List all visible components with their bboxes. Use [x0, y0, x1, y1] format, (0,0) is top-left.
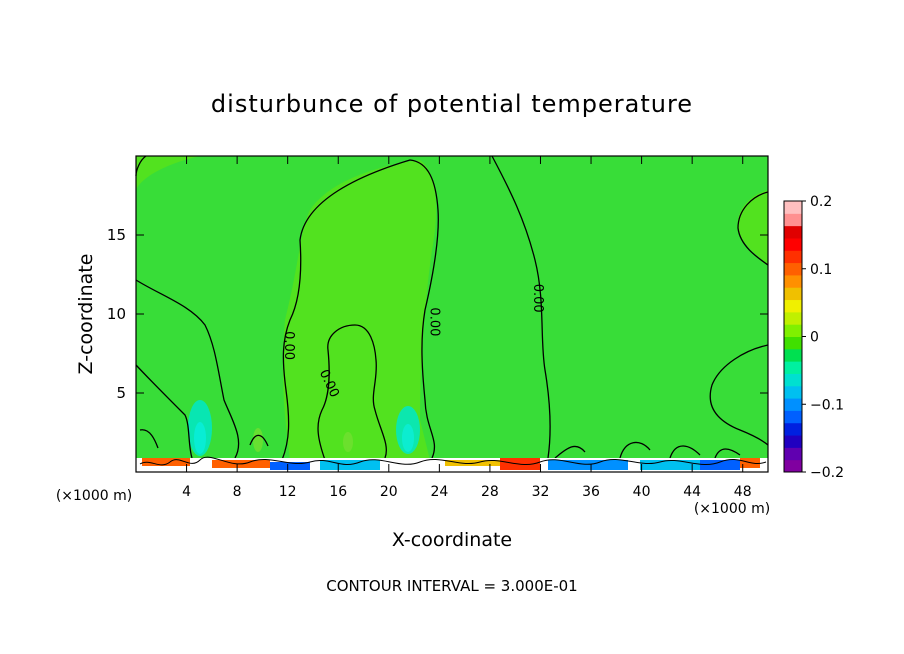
contour-lines	[135, 155, 769, 461]
contour-line-5	[317, 324, 387, 461]
x-tick-label: 36	[582, 484, 600, 500]
colorbar-cell	[784, 311, 802, 325]
x-tick-label: 48	[734, 484, 752, 500]
positive-region-left	[136, 156, 200, 190]
colorbar-cell	[784, 385, 802, 399]
colorbar-tick-label: −0.2	[810, 465, 844, 481]
x-tick-label: 8	[233, 484, 242, 500]
colorbar-tick-label: 0.1	[810, 262, 832, 278]
boundary-layer	[136, 456, 768, 472]
y-tick-label: 5	[116, 384, 126, 402]
boundary-contours	[139, 456, 767, 466]
colorbar-cell	[784, 459, 802, 473]
colorbar-cell	[784, 324, 802, 337]
colorbar-cells	[784, 201, 802, 473]
contour-label: 0.00	[281, 331, 296, 360]
plot-background	[136, 156, 768, 472]
colorbar-tick-label: −0.1	[810, 397, 844, 413]
colorbar-cell	[784, 373, 802, 387]
boundary-cold-patch-4	[640, 460, 700, 470]
colorbar-cell	[784, 398, 802, 411]
colorbar-cell	[784, 213, 802, 227]
x-tick-label: 32	[532, 484, 550, 500]
colorbar-cell	[784, 410, 802, 424]
colorbar-cell	[784, 201, 802, 214]
contour-line-4	[281, 159, 439, 461]
colorbar-cell	[784, 299, 802, 313]
contour-interval-footer: CONTOUR INTERVAL = 3.000E-01	[326, 577, 577, 595]
contour-line-10	[139, 429, 269, 449]
cool-plume-2-core	[402, 424, 414, 452]
colorbar-cell	[784, 262, 802, 276]
positive-region-right	[737, 190, 768, 265]
x-ticks: 4 8 12 16 20 24 28 32 36 40 44 48	[182, 156, 752, 500]
colorbar-cell	[784, 237, 802, 251]
contour-label: 0.00	[530, 284, 545, 313]
colorbar-cell	[784, 225, 802, 239]
x-tick-label: 28	[481, 484, 499, 500]
boundary-warm-patch-1	[142, 458, 190, 466]
contour-label: 0.00	[427, 307, 442, 336]
y-ticks: 5 10 15	[107, 226, 768, 402]
positive-regions	[136, 156, 768, 460]
y-tick-label: 10	[107, 305, 126, 323]
chart-title: disturbunce of potential temperature	[211, 90, 693, 118]
contour-line-2	[135, 364, 193, 459]
contour-line-7	[737, 191, 769, 266]
boundary-cold-patch-5	[700, 460, 740, 470]
colorbar-cell	[784, 250, 802, 264]
x-unit-left: (×1000 m)	[56, 488, 132, 504]
x-tick-label: 20	[380, 484, 398, 500]
x-tick-label: 4	[182, 484, 191, 500]
colorbar-cell	[784, 422, 802, 436]
colorbar-tick-label: 0	[810, 330, 819, 346]
colorbar-ticks: 0.2 0.1 0 −0.1 −0.2	[802, 194, 844, 481]
colorbar-cell	[784, 435, 802, 448]
cool-plume-1-core	[194, 422, 206, 454]
colorbar-cell	[784, 348, 802, 362]
cool-plumes	[188, 400, 420, 456]
contour-line-1	[135, 279, 240, 459]
colorbar-cell	[784, 274, 802, 288]
x-tick-label: 40	[633, 484, 651, 500]
warm-streak-1	[253, 428, 263, 452]
contour-line-8	[709, 344, 769, 446]
plot-area: 0.000.000.000.00 4 8 12 16 20 24 28 32 36 40 44 48 …	[107, 155, 769, 500]
colorbar-cell	[784, 287, 802, 301]
x-tick-label: 16	[329, 484, 347, 500]
warm-streak-2	[343, 432, 353, 452]
colorbar: 0.2 0.1 0 −0.1 −0.2	[783, 194, 844, 481]
positive-region-plume	[282, 160, 437, 460]
contour-line-9	[554, 441, 741, 459]
boundary-cold-patch-3	[548, 460, 628, 470]
colorbar-cell	[784, 336, 802, 350]
x-tick-label: 24	[430, 484, 448, 500]
colorbar-cell	[784, 447, 802, 461]
colorbar-cell	[784, 361, 802, 374]
x-tick-label: 44	[683, 484, 701, 500]
colorbar-tick-label: 0.2	[810, 194, 832, 210]
x-tick-label: 12	[279, 484, 297, 500]
y-axis-label: Z-coordinate	[75, 254, 97, 375]
contour-line-6	[491, 155, 551, 459]
boundary-cold-patch-1	[270, 462, 310, 470]
x-unit-right: (×1000 m)	[694, 501, 770, 517]
x-axis-label: X-coordinate	[392, 529, 512, 551]
boundary-cold-patch-2	[320, 460, 380, 470]
y-tick-label: 15	[107, 226, 126, 244]
